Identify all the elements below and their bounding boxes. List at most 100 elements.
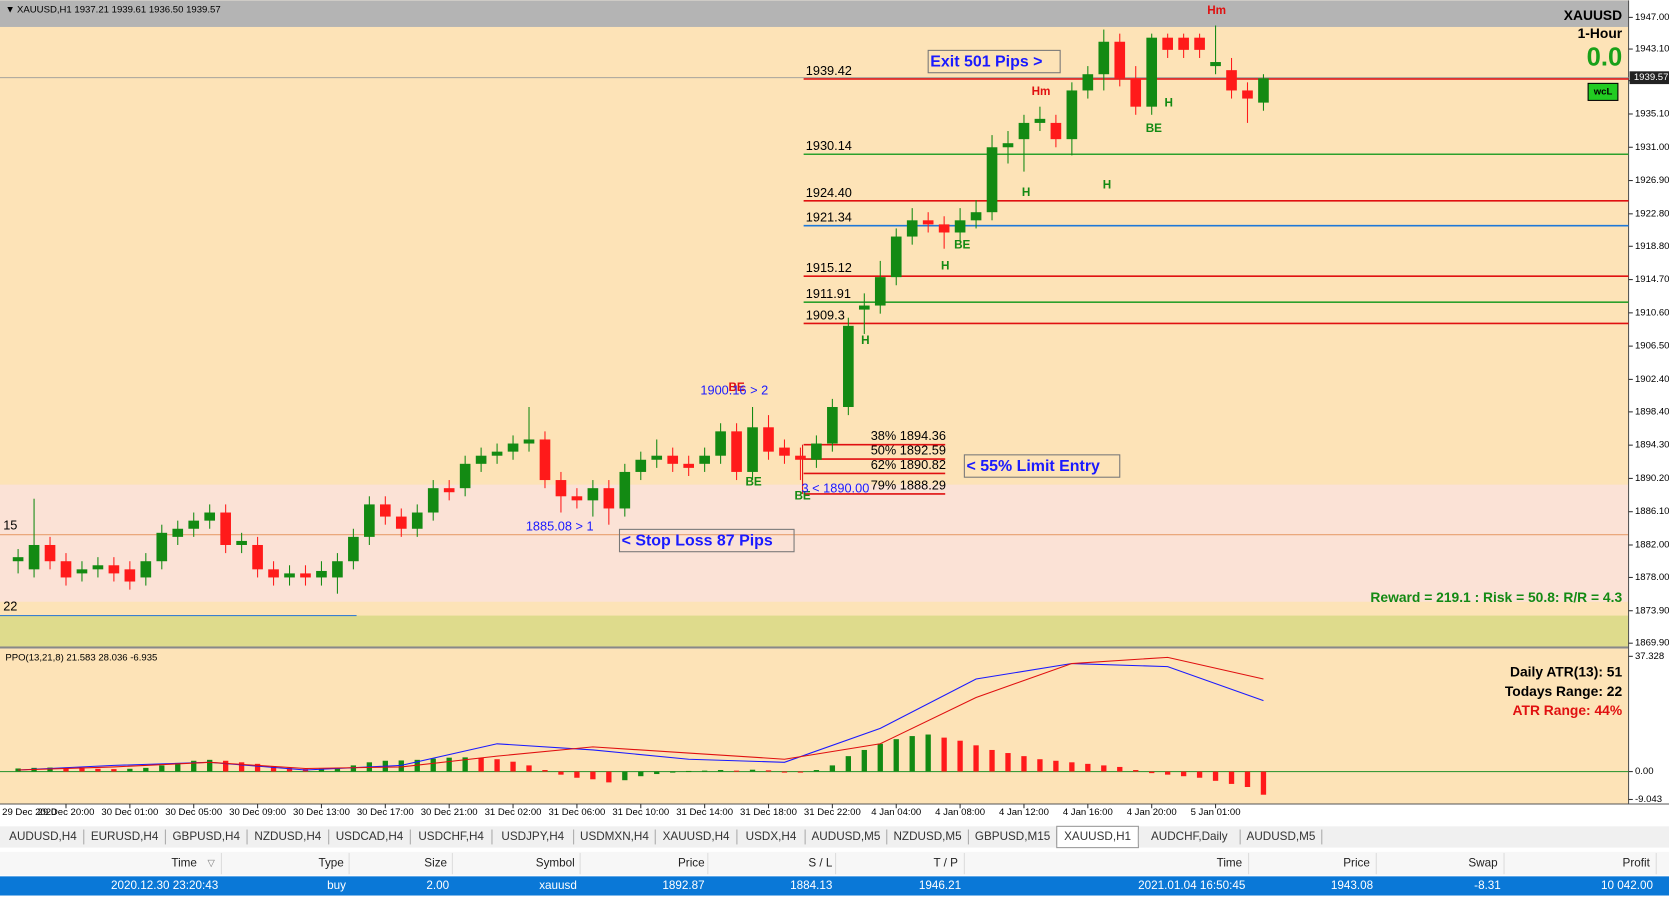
column-header[interactable]: Type: [318, 857, 343, 870]
histogram-bar: [813, 770, 820, 772]
badge-label: wcL: [1593, 86, 1613, 97]
fib-pct: 79%: [871, 478, 897, 493]
column-header[interactable]: Swap: [1468, 857, 1498, 870]
histogram-bar: [1165, 771, 1171, 775]
candle-body: [571, 496, 583, 501]
candle-body: [667, 455, 679, 464]
cell: 2.00: [426, 879, 449, 892]
histogram-bar: [1149, 771, 1155, 774]
tab[interactable]: GBPUSD,H4: [172, 830, 240, 843]
chart-title: XAUUSD,H1 1937.21 1939.61 1936.50 1939.5…: [17, 4, 221, 15]
signal-label: 1885.08 > 1: [526, 519, 594, 534]
histogram-bar: [1069, 762, 1075, 772]
histogram-bar: [989, 749, 995, 772]
candle-body: [811, 443, 822, 460]
x-tick-label: 31 Dec 18:00: [740, 807, 797, 818]
tab[interactable]: USDCHF,H4: [418, 830, 484, 843]
tab[interactable]: AUDUSD,M5: [1247, 830, 1316, 843]
histogram-bar: [127, 768, 133, 772]
candle-body: [475, 455, 487, 464]
tab[interactable]: XAUUSD,H4: [663, 830, 730, 843]
tab[interactable]: NZDUSD,H4: [254, 830, 321, 843]
histogram-bar: [638, 771, 644, 777]
fib-price: 1894.36: [900, 429, 946, 444]
cell: -8.31: [1474, 879, 1501, 892]
histogram-bar: [877, 743, 883, 772]
column-header[interactable]: Time: [171, 857, 197, 870]
y-tick-label: 1873.90: [1635, 605, 1669, 616]
tab[interactable]: EURUSD,H4: [91, 830, 159, 843]
tab[interactable]: USDX,H4: [746, 830, 797, 843]
fib-pct: 38%: [871, 429, 897, 444]
candle-body: [683, 463, 694, 468]
column-header[interactable]: Time: [1217, 857, 1243, 870]
x-tick-label: 30 Dec 05:00: [165, 807, 222, 818]
fib-label: 62% 1890.82: [871, 457, 946, 472]
histogram-bar: [462, 757, 468, 772]
histogram-bar: [1085, 763, 1091, 772]
signal-label: BE: [954, 238, 970, 251]
x-tick-label: 31 Dec 14:00: [676, 807, 733, 818]
column-header[interactable]: Price: [1343, 857, 1370, 870]
candle-body: [379, 504, 391, 517]
x-tick-label: 5 Jan 01:00: [1191, 807, 1241, 818]
histogram-bar: [510, 761, 516, 772]
fib-price: 1892.59: [900, 443, 946, 458]
y-tick-label: 1922.80: [1635, 208, 1669, 219]
cell: 1946.21: [919, 879, 961, 892]
tab[interactable]: USDJPY,H4: [501, 830, 564, 843]
column-header[interactable]: Price: [678, 857, 705, 870]
tab[interactable]: AUDCHF,Daily: [1151, 830, 1228, 843]
histogram-bar: [781, 771, 788, 773]
histogram-bar: [79, 768, 85, 772]
x-tick-label: 4 Jan 20:00: [1127, 807, 1177, 818]
column-header[interactable]: S / L: [808, 857, 833, 870]
candle-body: [1130, 78, 1142, 107]
candle-body: [188, 520, 200, 529]
column-header[interactable]: Symbol: [536, 857, 575, 870]
column-header[interactable]: Profit: [1623, 857, 1651, 870]
annotation-text: < 55% Limit Entry: [966, 458, 1100, 475]
candle-body: [348, 536, 359, 562]
signal-label: 1900.16 > 2: [700, 382, 768, 397]
y-tick-label: 1890.20: [1635, 473, 1669, 484]
signal-label: BE: [794, 489, 810, 502]
candle-body: [332, 561, 343, 578]
annotation-box: [927, 49, 1061, 74]
candle-body: [220, 512, 231, 545]
tab[interactable]: AUDUSD,H4: [9, 830, 77, 843]
fib-pct: 50%: [871, 443, 897, 458]
column-header[interactable]: Size: [424, 857, 447, 870]
candle-body: [1050, 122, 1062, 140]
candle-body: [587, 488, 599, 501]
tab[interactable]: NZDUSD,M5: [893, 830, 962, 843]
x-tick-label: 31 Dec 22:00: [804, 807, 861, 818]
candle-body: [539, 439, 551, 481]
candle-body: [827, 407, 838, 444]
indicator-background: [0, 648, 1629, 804]
histogram-bar: [1005, 753, 1011, 772]
signal-label: 15: [3, 518, 17, 533]
level-label: 1939.42: [806, 63, 852, 78]
tab[interactable]: XAUUSD,H1: [1064, 830, 1131, 843]
cell: 2021.01.04 16:50:45: [1138, 879, 1246, 892]
cell: 1943.08: [1331, 879, 1373, 892]
candle-body: [523, 439, 535, 444]
tab[interactable]: AUDUSD,M5: [812, 830, 881, 843]
tab[interactable]: USDMXN,H4: [580, 830, 649, 843]
candle-body: [172, 528, 184, 537]
candle-body: [906, 220, 918, 237]
column-header[interactable]: T / P: [934, 857, 959, 870]
candle-body: [1098, 41, 1110, 75]
candle-body: [427, 488, 439, 513]
zone-band: [0, 615, 1629, 647]
chart-header: [0, 0, 1629, 27]
table-row-selected[interactable]: [0, 876, 1669, 896]
price-tag-label: 1939.57: [1634, 72, 1669, 83]
x-tick-label: 30 Dec 17:00: [357, 807, 414, 818]
y-tick-label: -9.043: [1635, 794, 1662, 805]
tab[interactable]: GBPUSD,M15: [975, 830, 1051, 843]
tab[interactable]: USDCAD,H4: [336, 830, 404, 843]
